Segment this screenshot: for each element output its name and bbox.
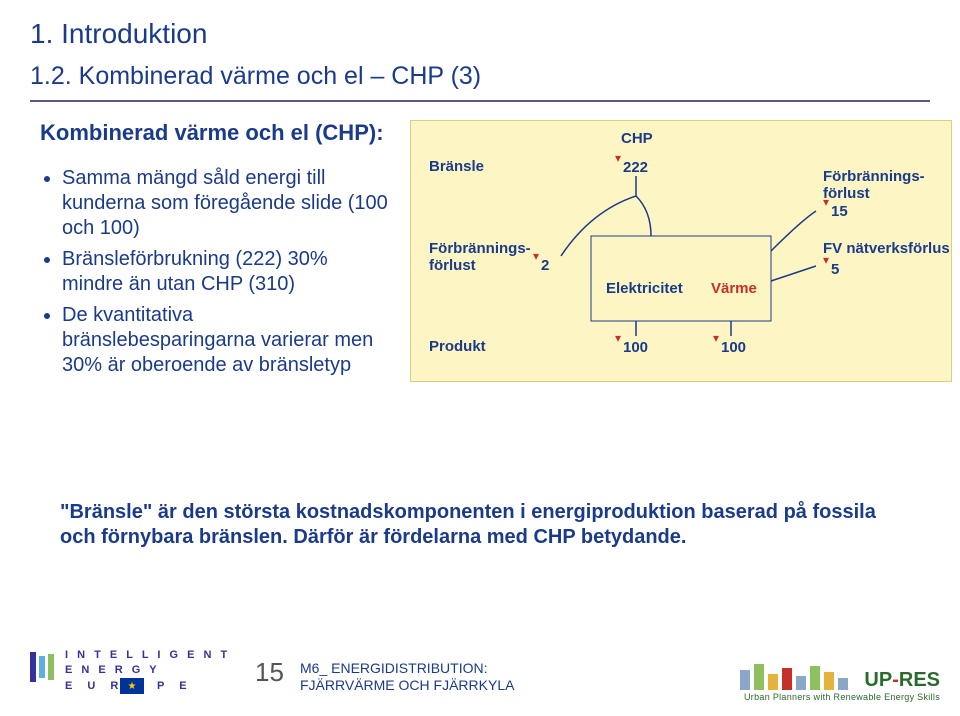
bullet-item: Samma mängd såld energi till kunderna so…	[62, 166, 390, 241]
left-heading: Kombinerad värme och el (CHP):	[40, 120, 390, 146]
slide-subtitle: 1.2. Kombinerad värme och el – CHP (3)	[30, 62, 481, 91]
footer-course-title: M6_ ENERGIDISTRIBUTION: FJÄRRVÄRME OCH F…	[300, 660, 514, 694]
upres-brand-right: RES	[899, 669, 940, 691]
bullet-list: Samma mängd såld energi till kunderna so…	[40, 166, 390, 378]
diagram-lines	[411, 121, 951, 381]
intelligent-energy-logo: I N T E L L I G E N T E N E R G Y E U R …	[30, 646, 240, 696]
quote-text: "Bränsle" är den största kostnadskompone…	[60, 500, 910, 550]
upres-brand-dash: -	[892, 669, 899, 691]
slide-title: 1. Introduktion	[30, 18, 207, 50]
upres-logo: UP-RES Urban Planners with Renewable Ene…	[680, 658, 940, 702]
chp-diagram: CHP Bränsle 222 ▾ Förbrännings- förlust …	[410, 120, 952, 382]
bullet-item: Bränsleförbrukning (222) 30% mindre än u…	[62, 247, 390, 297]
eu-flag-icon: ★	[120, 678, 144, 694]
upres-brand-left: UP	[864, 669, 892, 691]
left-column: Kombinerad värme och el (CHP): Samma män…	[40, 120, 390, 384]
ie-text-line1: I N T E L L I G E N T E N E R G Y	[65, 649, 230, 676]
upres-tagline: Urban Planners with Renewable Energy Ski…	[680, 692, 940, 702]
footer: I N T E L L I G E N T E N E R G Y E U R …	[0, 626, 960, 716]
divider	[30, 100, 930, 102]
bullet-item: De kvantitativa bränslebesparingarna var…	[62, 303, 390, 378]
skyline-icon	[736, 658, 856, 692]
slide-number: 15	[255, 657, 284, 688]
